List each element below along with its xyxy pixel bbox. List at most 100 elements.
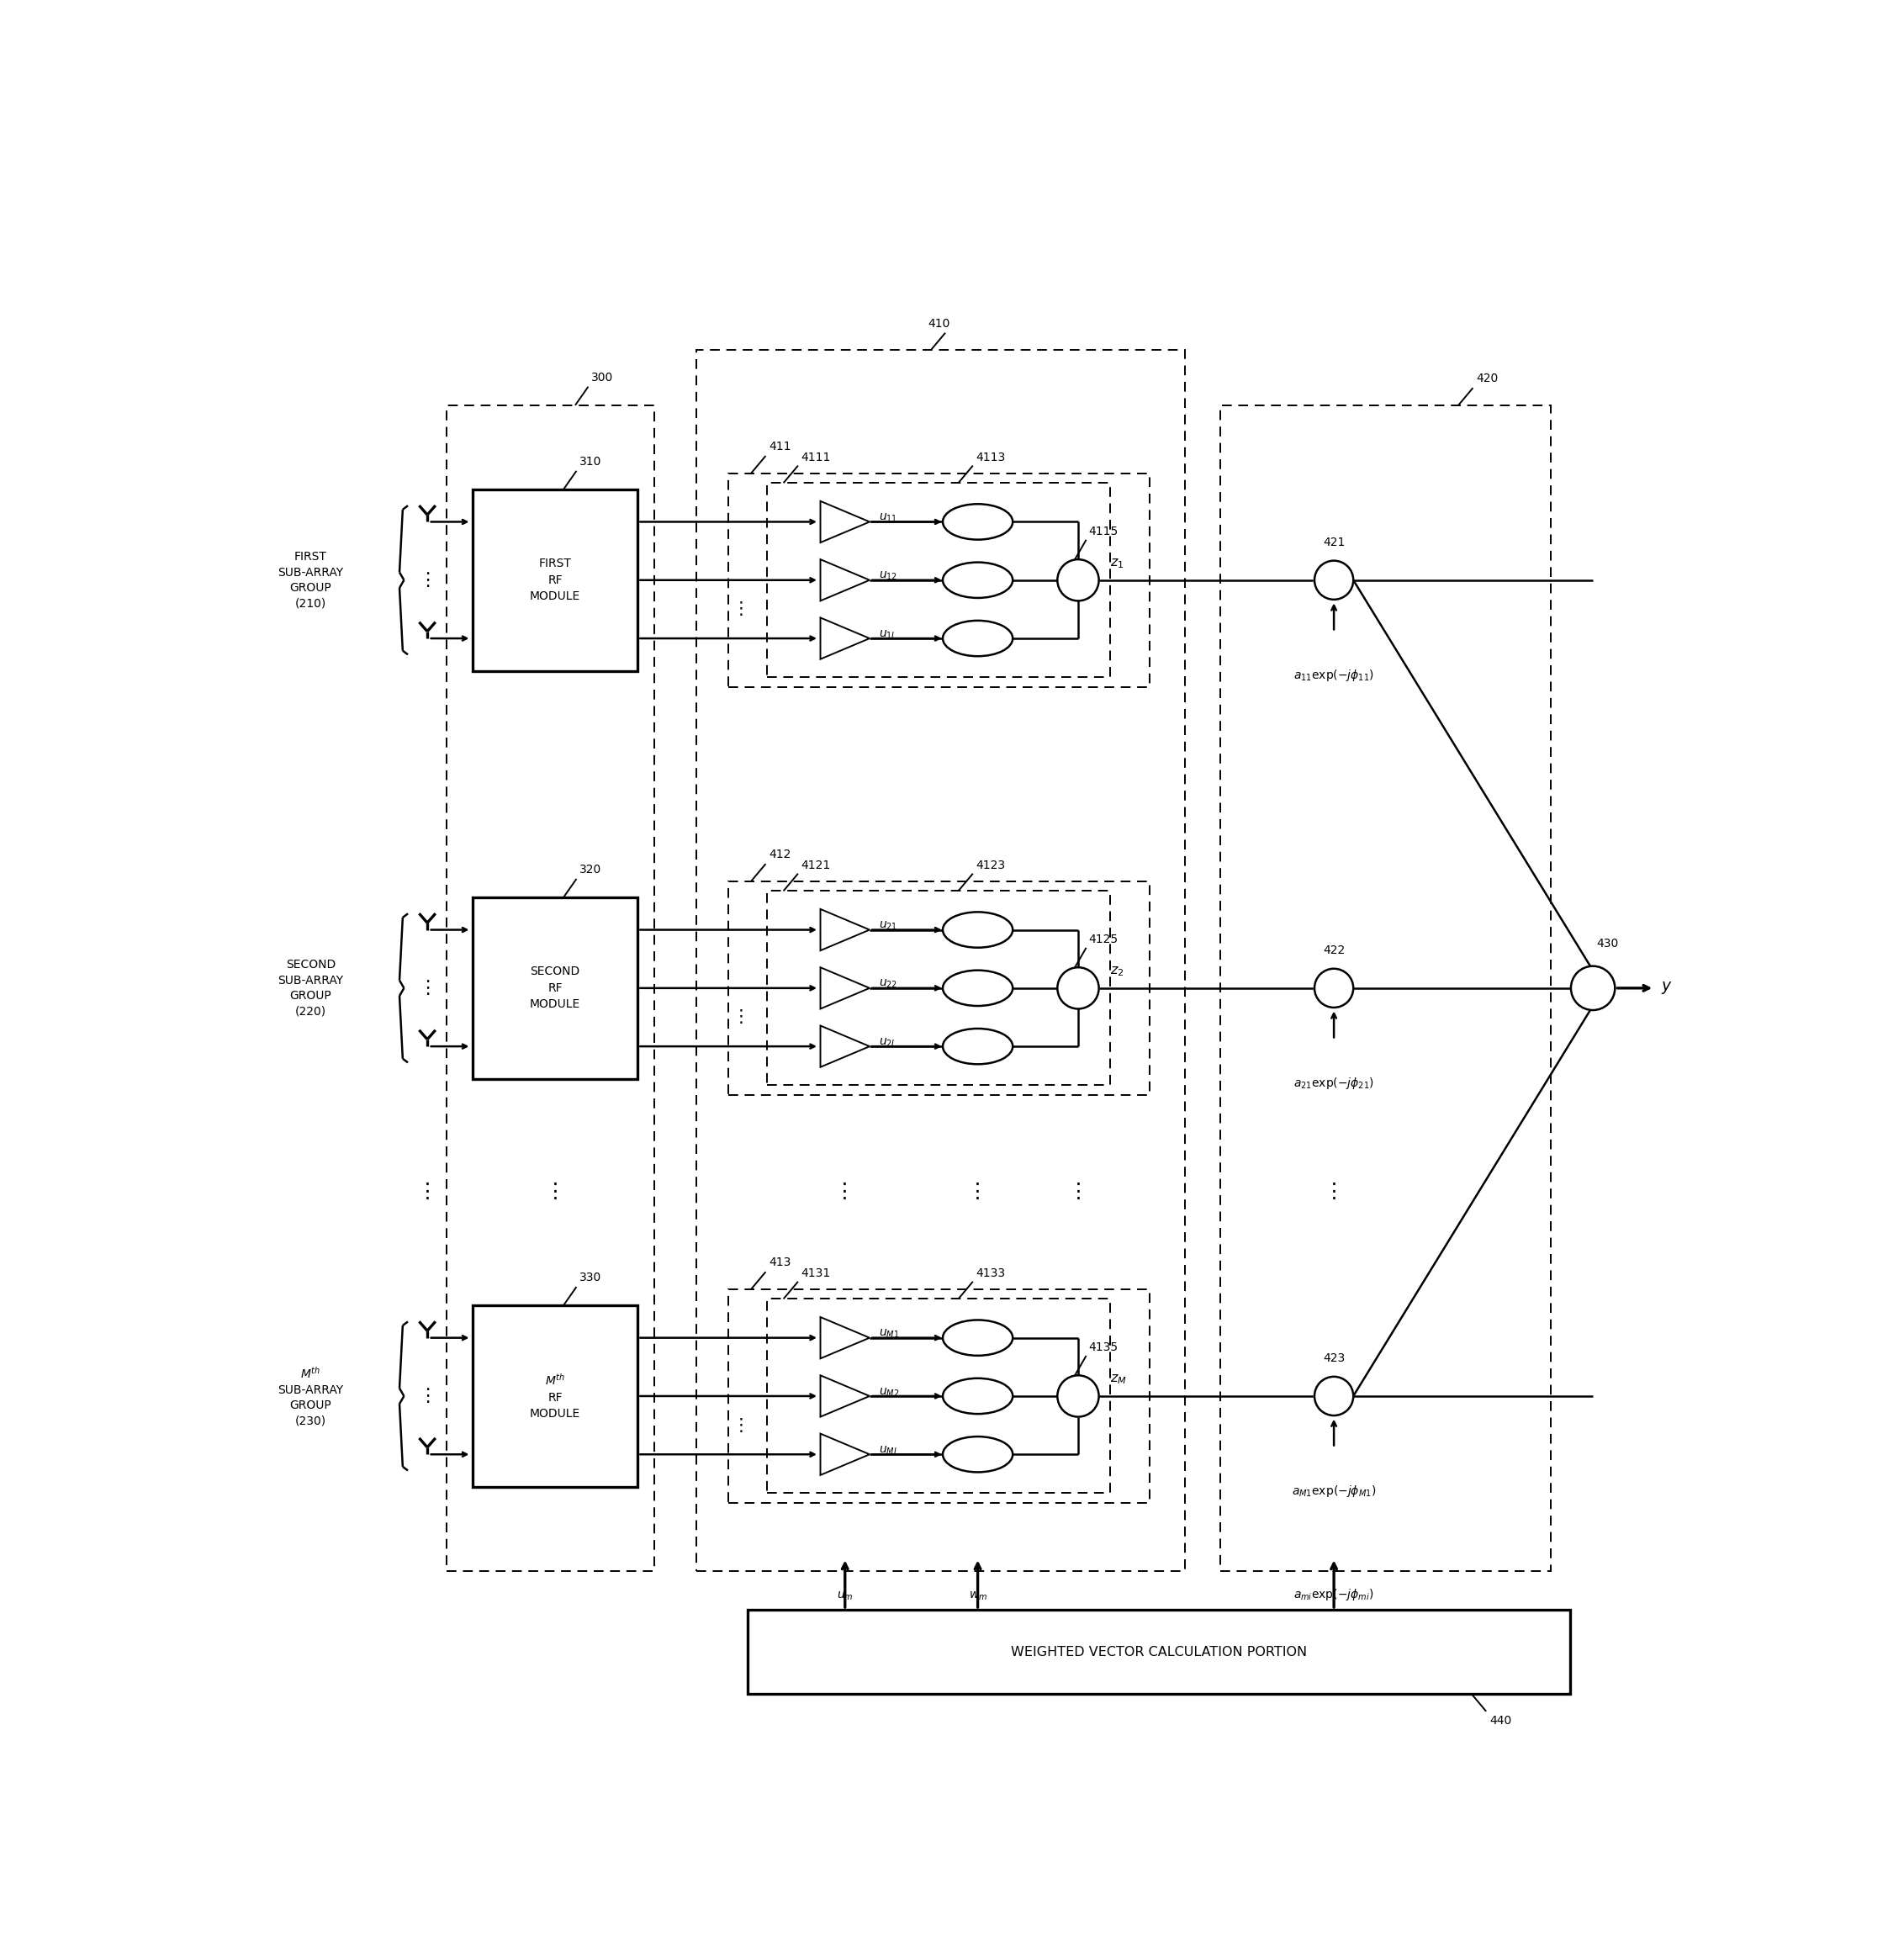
Text: 413: 413 bbox=[769, 1258, 790, 1269]
Text: $u_{M2}$: $u_{M2}$ bbox=[878, 1386, 899, 1398]
Circle shape bbox=[1314, 970, 1354, 1007]
Text: ⋮: ⋮ bbox=[733, 1417, 750, 1433]
Text: $\times\ w_{12}$: $\times\ w_{12}$ bbox=[962, 574, 994, 586]
Text: 4133: 4133 bbox=[975, 1267, 1005, 1279]
Ellipse shape bbox=[942, 563, 1013, 598]
Text: ⋮: ⋮ bbox=[1323, 1182, 1344, 1201]
Text: $u_{21}$: $u_{21}$ bbox=[878, 919, 897, 933]
Circle shape bbox=[1057, 559, 1099, 602]
Text: $a_{11}\mathrm{exp}(-j\phi_{11})$: $a_{11}\mathrm{exp}(-j\phi_{11})$ bbox=[1293, 668, 1375, 683]
Text: 4111: 4111 bbox=[802, 452, 830, 463]
Text: SECOND
SUB-ARRAY
GROUP
(220): SECOND SUB-ARRAY GROUP (220) bbox=[278, 960, 343, 1016]
Bar bbox=[697, 350, 1184, 1571]
Circle shape bbox=[1314, 561, 1354, 600]
Text: $a_{21}\mathrm{exp}(-j\phi_{21})$: $a_{21}\mathrm{exp}(-j\phi_{21})$ bbox=[1293, 1075, 1375, 1090]
Text: $\Sigma$: $\Sigma$ bbox=[1588, 979, 1597, 997]
Text: $\times\ w_{22}$: $\times\ w_{22}$ bbox=[962, 981, 994, 995]
Text: $y$: $y$ bbox=[1660, 979, 1672, 997]
Text: 4115: 4115 bbox=[1089, 526, 1118, 537]
Text: $u_{1L}$: $u_{1L}$ bbox=[878, 629, 897, 641]
Bar bbox=[472, 898, 638, 1079]
Text: 4123: 4123 bbox=[975, 859, 1005, 870]
Text: ⋮: ⋮ bbox=[834, 1182, 855, 1201]
Text: ⋮: ⋮ bbox=[419, 979, 436, 997]
Text: 421: 421 bbox=[1323, 537, 1344, 549]
Bar bbox=[729, 1289, 1150, 1503]
Text: 4121: 4121 bbox=[802, 859, 830, 870]
Bar bbox=[1220, 405, 1552, 1571]
Text: $M^{th}$
SUB-ARRAY
GROUP
(230): $M^{th}$ SUB-ARRAY GROUP (230) bbox=[278, 1365, 343, 1427]
Bar bbox=[447, 405, 653, 1571]
Text: ⋮: ⋮ bbox=[1068, 1182, 1089, 1201]
Ellipse shape bbox=[942, 504, 1013, 539]
Text: $\times$: $\times$ bbox=[1327, 572, 1340, 588]
Text: $\times\ w_{11}$: $\times\ w_{11}$ bbox=[962, 516, 994, 528]
Bar bbox=[729, 473, 1150, 687]
Polygon shape bbox=[821, 1433, 870, 1476]
Text: FIRST
RF
MODULE: FIRST RF MODULE bbox=[529, 559, 581, 602]
Ellipse shape bbox=[942, 1320, 1013, 1355]
Text: $\times\ w_{M2}$: $\times\ w_{M2}$ bbox=[960, 1390, 996, 1402]
Text: 4135: 4135 bbox=[1089, 1341, 1118, 1353]
Text: 300: 300 bbox=[592, 372, 613, 384]
Text: 423: 423 bbox=[1323, 1353, 1344, 1365]
Text: WEIGHTED VECTOR CALCULATION PORTION: WEIGHTED VECTOR CALCULATION PORTION bbox=[1011, 1645, 1308, 1659]
Circle shape bbox=[1057, 1375, 1099, 1417]
Ellipse shape bbox=[942, 621, 1013, 656]
Text: 420: 420 bbox=[1476, 374, 1498, 386]
Text: $\Sigma$: $\Sigma$ bbox=[1072, 979, 1083, 997]
Text: $z_M$: $z_M$ bbox=[1110, 1373, 1127, 1386]
Text: $u_m$: $u_m$ bbox=[836, 1591, 853, 1602]
Text: ⋮: ⋮ bbox=[419, 572, 436, 588]
Text: $u_{2L}$: $u_{2L}$ bbox=[878, 1036, 897, 1049]
Polygon shape bbox=[821, 909, 870, 950]
Text: $u_{ML}$: $u_{ML}$ bbox=[878, 1445, 899, 1456]
Text: 410: 410 bbox=[927, 317, 950, 329]
Text: 430: 430 bbox=[1596, 938, 1618, 950]
Ellipse shape bbox=[942, 1437, 1013, 1472]
Bar bbox=[767, 483, 1110, 678]
Text: $a_{M1}\mathrm{exp}(-j\phi_{M1})$: $a_{M1}\mathrm{exp}(-j\phi_{M1})$ bbox=[1291, 1484, 1377, 1499]
Text: $u_{M1}$: $u_{M1}$ bbox=[878, 1328, 899, 1340]
Text: ⋮: ⋮ bbox=[419, 1388, 436, 1404]
Ellipse shape bbox=[942, 911, 1013, 948]
Polygon shape bbox=[821, 1375, 870, 1417]
Bar bbox=[729, 882, 1150, 1094]
Text: $\times\ w_{ML}$: $\times\ w_{ML}$ bbox=[962, 1449, 996, 1460]
Text: 422: 422 bbox=[1323, 944, 1344, 956]
Text: ⋮: ⋮ bbox=[967, 1182, 988, 1201]
Bar bbox=[767, 1299, 1110, 1493]
Text: $\Sigma$: $\Sigma$ bbox=[1072, 572, 1083, 588]
Text: $a_{mi}\mathrm{exp}(-j\phi_{mi})$: $a_{mi}\mathrm{exp}(-j\phi_{mi})$ bbox=[1295, 1587, 1375, 1602]
Text: $w_m$: $w_m$ bbox=[969, 1591, 986, 1602]
Text: $\times\ w_{1L}$: $\times\ w_{1L}$ bbox=[962, 633, 994, 644]
Text: 320: 320 bbox=[579, 864, 602, 876]
Text: ⋮: ⋮ bbox=[417, 1182, 438, 1201]
Text: 4131: 4131 bbox=[802, 1267, 830, 1279]
Ellipse shape bbox=[942, 1028, 1013, 1065]
Text: $\times\ w_{21}$: $\times\ w_{21}$ bbox=[962, 925, 994, 937]
Text: SECOND
RF
MODULE: SECOND RF MODULE bbox=[529, 966, 581, 1010]
Text: ⋮: ⋮ bbox=[733, 602, 750, 617]
Ellipse shape bbox=[942, 970, 1013, 1007]
Polygon shape bbox=[821, 1026, 870, 1067]
Text: $u_{12}$: $u_{12}$ bbox=[878, 570, 897, 582]
Polygon shape bbox=[821, 968, 870, 1009]
Text: $z_2$: $z_2$ bbox=[1110, 966, 1123, 979]
Text: $u_{22}$: $u_{22}$ bbox=[878, 977, 897, 991]
Bar bbox=[767, 892, 1110, 1084]
Text: ⋮: ⋮ bbox=[733, 1009, 750, 1026]
Circle shape bbox=[1571, 966, 1615, 1010]
Text: $\times\ w_{M1}$: $\times\ w_{M1}$ bbox=[960, 1332, 996, 1343]
Text: ⋮: ⋮ bbox=[545, 1182, 565, 1201]
Bar bbox=[748, 1610, 1571, 1694]
Ellipse shape bbox=[942, 1378, 1013, 1414]
Text: $u_{11}$: $u_{11}$ bbox=[878, 512, 897, 524]
Text: $\Sigma$: $\Sigma$ bbox=[1072, 1388, 1083, 1404]
Polygon shape bbox=[821, 559, 870, 602]
Text: 330: 330 bbox=[579, 1271, 602, 1283]
Circle shape bbox=[1314, 1377, 1354, 1415]
Text: $M^{th}$
RF
MODULE: $M^{th}$ RF MODULE bbox=[529, 1373, 581, 1419]
Text: 412: 412 bbox=[769, 849, 790, 861]
Text: $z_1$: $z_1$ bbox=[1110, 557, 1123, 570]
